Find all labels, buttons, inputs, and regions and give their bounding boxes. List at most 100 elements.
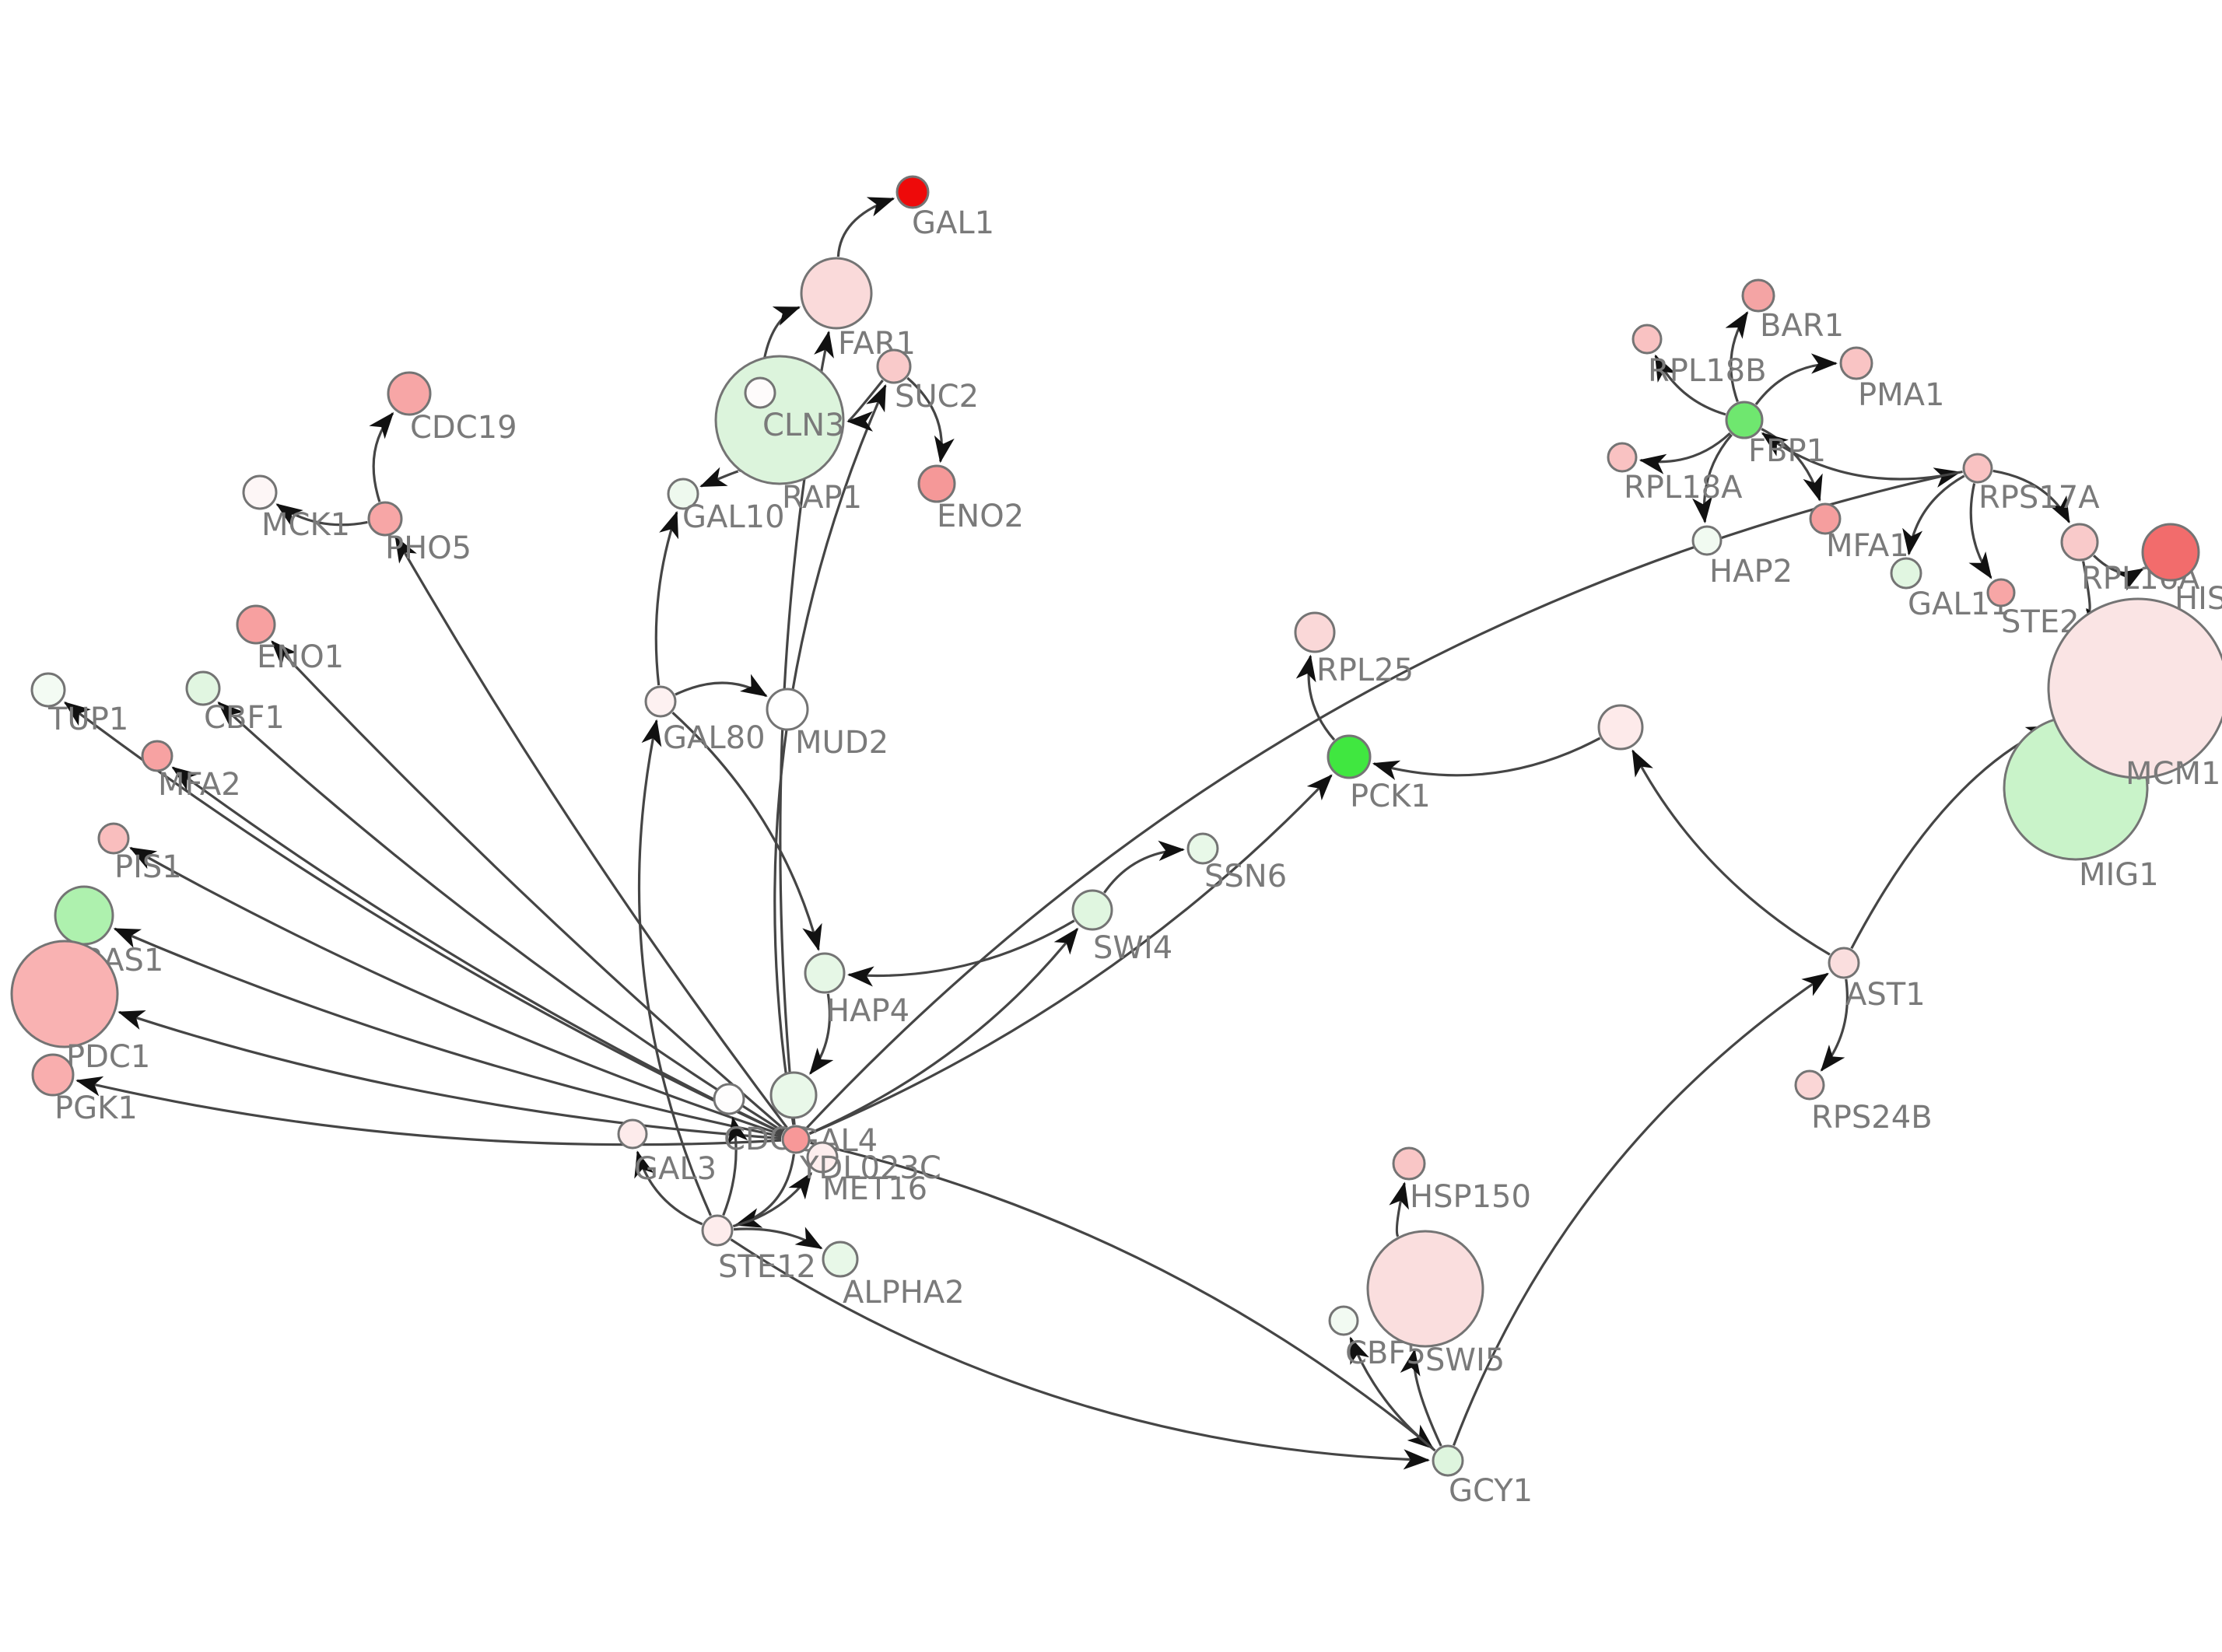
node-circle-rpl18b[interactable] <box>1631 324 1663 355</box>
node-circle-cdc19[interactable] <box>387 371 432 416</box>
node-fbp1[interactable]: FBP1 <box>1725 401 1826 469</box>
node-mud2[interactable]: MUD2 <box>766 688 888 761</box>
node-circle-gal3[interactable] <box>617 1118 648 1150</box>
node-circle-ste12[interactable] <box>701 1214 734 1247</box>
node-mck1[interactable]: MCK1 <box>242 474 350 543</box>
node-circle-eno2[interactable] <box>917 464 956 503</box>
node-rps24b[interactable]: RPS24B <box>1794 1069 1933 1136</box>
node-circle-his4[interactable] <box>2141 523 2200 582</box>
node-pdc1[interactable]: PDC1 <box>10 940 150 1075</box>
edge-ste12-alpha2 <box>733 1227 823 1250</box>
node-pgk1[interactable]: PGK1 <box>31 1053 138 1126</box>
node-rpl25[interactable]: RPL25 <box>1294 611 1414 688</box>
node-circle-mud2[interactable] <box>766 688 809 731</box>
node-circle-gal80[interactable] <box>644 685 677 718</box>
node-mfa1[interactable]: MFA1 <box>1809 502 1909 564</box>
node-circle-mfa2[interactable] <box>141 740 173 772</box>
node-gal3[interactable]: GAL3 <box>617 1118 717 1187</box>
edge-ydl023c-tup1 <box>63 702 783 1135</box>
node-eno1[interactable]: ENO1 <box>236 604 344 675</box>
node-pck1[interactable]: PCK1 <box>1327 734 1431 814</box>
node-ydl023c[interactable]: YDL023C <box>781 1125 941 1186</box>
node-hap4[interactable]: HAP4 <box>804 952 909 1029</box>
node-swi5[interactable]: SWI5 <box>1366 1230 1505 1378</box>
node-circle-cbf1[interactable] <box>185 670 221 706</box>
node-circle-tup1[interactable] <box>30 672 66 708</box>
node-circle-bar1[interactable] <box>1741 278 1775 313</box>
node-circle-gal10[interactable] <box>667 478 699 510</box>
node-unlabeled[interactable] <box>1597 704 1644 751</box>
node-circle-pho5[interactable] <box>367 501 403 537</box>
node-gal10[interactable]: GAL10 <box>667 478 785 535</box>
node-circle-swi5[interactable] <box>1366 1230 1484 1348</box>
node-suc2[interactable]: SUC2 <box>876 348 979 415</box>
node-circle-ras1[interactable] <box>54 885 114 946</box>
node-cbf1[interactable]: CBF1 <box>185 670 285 736</box>
node-circle-ast1[interactable] <box>1828 947 1860 979</box>
node-gal1[interactable]: GAL1 <box>895 175 994 241</box>
node-circle-cln3[interactable] <box>744 376 776 409</box>
node-circle-suc2[interactable] <box>876 348 912 384</box>
node-circle-alpha2[interactable] <box>822 1241 859 1278</box>
node-circle-rpl18a[interactable] <box>1607 442 1638 473</box>
node-circle-ssn6[interactable] <box>1186 832 1219 865</box>
node-rpl18b[interactable]: RPL18B <box>1631 324 1767 389</box>
node-bar1[interactable]: BAR1 <box>1741 278 1844 344</box>
node-circle-far1[interactable] <box>800 257 873 330</box>
node-rpl18a[interactable]: RPL18A <box>1607 442 1743 506</box>
node-eno2[interactable]: ENO2 <box>917 464 1024 534</box>
node-circle-pdc1[interactable] <box>10 940 119 1048</box>
node-circle-gal11[interactable] <box>1890 557 1922 590</box>
node-circle-swi4[interactable] <box>1071 889 1113 931</box>
node-circle-mcm1[interactable] <box>2047 597 2222 779</box>
node-swi4[interactable]: SWI4 <box>1071 889 1172 966</box>
node-label-alpha2: ALPHA2 <box>843 1275 965 1311</box>
node-circle-hap2[interactable] <box>1691 525 1723 556</box>
node-circle-fbp1[interactable] <box>1725 401 1764 439</box>
node-circle-pck1[interactable] <box>1327 734 1372 779</box>
node-tup1[interactable]: TUP1 <box>30 672 128 737</box>
node-circle-cbf5[interactable] <box>1328 1305 1359 1336</box>
node-circle-mck1[interactable] <box>242 474 278 510</box>
node-gal80[interactable]: GAL80 <box>644 685 766 756</box>
node-pho5[interactable]: PHO5 <box>367 501 471 566</box>
node-circle-hsp150[interactable] <box>1392 1146 1426 1181</box>
node-circle-ste2[interactable] <box>1986 578 2016 607</box>
node-circle-rps17a[interactable] <box>1962 453 1993 484</box>
node-rps17a[interactable]: RPS17A <box>1962 453 2100 516</box>
node-ste12[interactable]: STE12 <box>701 1214 816 1285</box>
node-circle-gal4[interactable] <box>769 1071 818 1119</box>
node-circle-pma1[interactable] <box>1839 346 1873 380</box>
node-mcm1[interactable]: MCM1 <box>2047 597 2222 792</box>
node-circle-cdc6[interactable] <box>713 1083 745 1115</box>
node-pma1[interactable]: PMA1 <box>1839 346 1944 413</box>
node-circle-unlabeled[interactable] <box>1597 704 1644 751</box>
node-circle-gcy1[interactable] <box>1432 1444 1464 1477</box>
node-circle-gal1[interactable] <box>895 175 930 209</box>
node-circle-rpl25[interactable] <box>1294 611 1336 653</box>
node-ras1[interactable]: RAS1 <box>54 885 163 978</box>
node-circle-rpl16a[interactable] <box>2060 523 2099 562</box>
node-hap2[interactable]: HAP2 <box>1691 525 1793 590</box>
node-pis1[interactable]: PIS1 <box>97 822 182 885</box>
node-met16[interactable]: MET16 <box>806 1141 927 1207</box>
node-circle-rps24b[interactable] <box>1794 1069 1825 1101</box>
node-ast1[interactable]: AST1 <box>1828 947 1926 1013</box>
node-hsp150[interactable]: HSP150 <box>1392 1146 1531 1215</box>
node-gcy1[interactable]: GCY1 <box>1432 1444 1533 1509</box>
node-circle-pis1[interactable] <box>97 822 130 855</box>
node-ste2[interactable]: STE2 <box>1986 578 2080 640</box>
node-circle-mfa1[interactable] <box>1809 502 1842 535</box>
node-circle-ydl023c[interactable] <box>781 1125 811 1154</box>
node-alpha2[interactable]: ALPHA2 <box>822 1241 965 1311</box>
node-circle-hap4[interactable] <box>804 952 846 994</box>
node-circle-pgk1[interactable] <box>31 1053 75 1097</box>
node-cdc19[interactable]: CDC19 <box>387 371 517 446</box>
node-his4[interactable]: HIS4 <box>2141 523 2222 617</box>
node-ssn6[interactable]: SSN6 <box>1186 832 1287 894</box>
node-circle-eno1[interactable] <box>236 604 276 645</box>
node-circle-met16[interactable] <box>806 1141 839 1174</box>
node-mfa2[interactable]: MFA2 <box>141 740 241 803</box>
node-far1[interactable]: FAR1 <box>800 257 916 362</box>
node-cln3[interactable]: CLN3 <box>744 376 845 443</box>
